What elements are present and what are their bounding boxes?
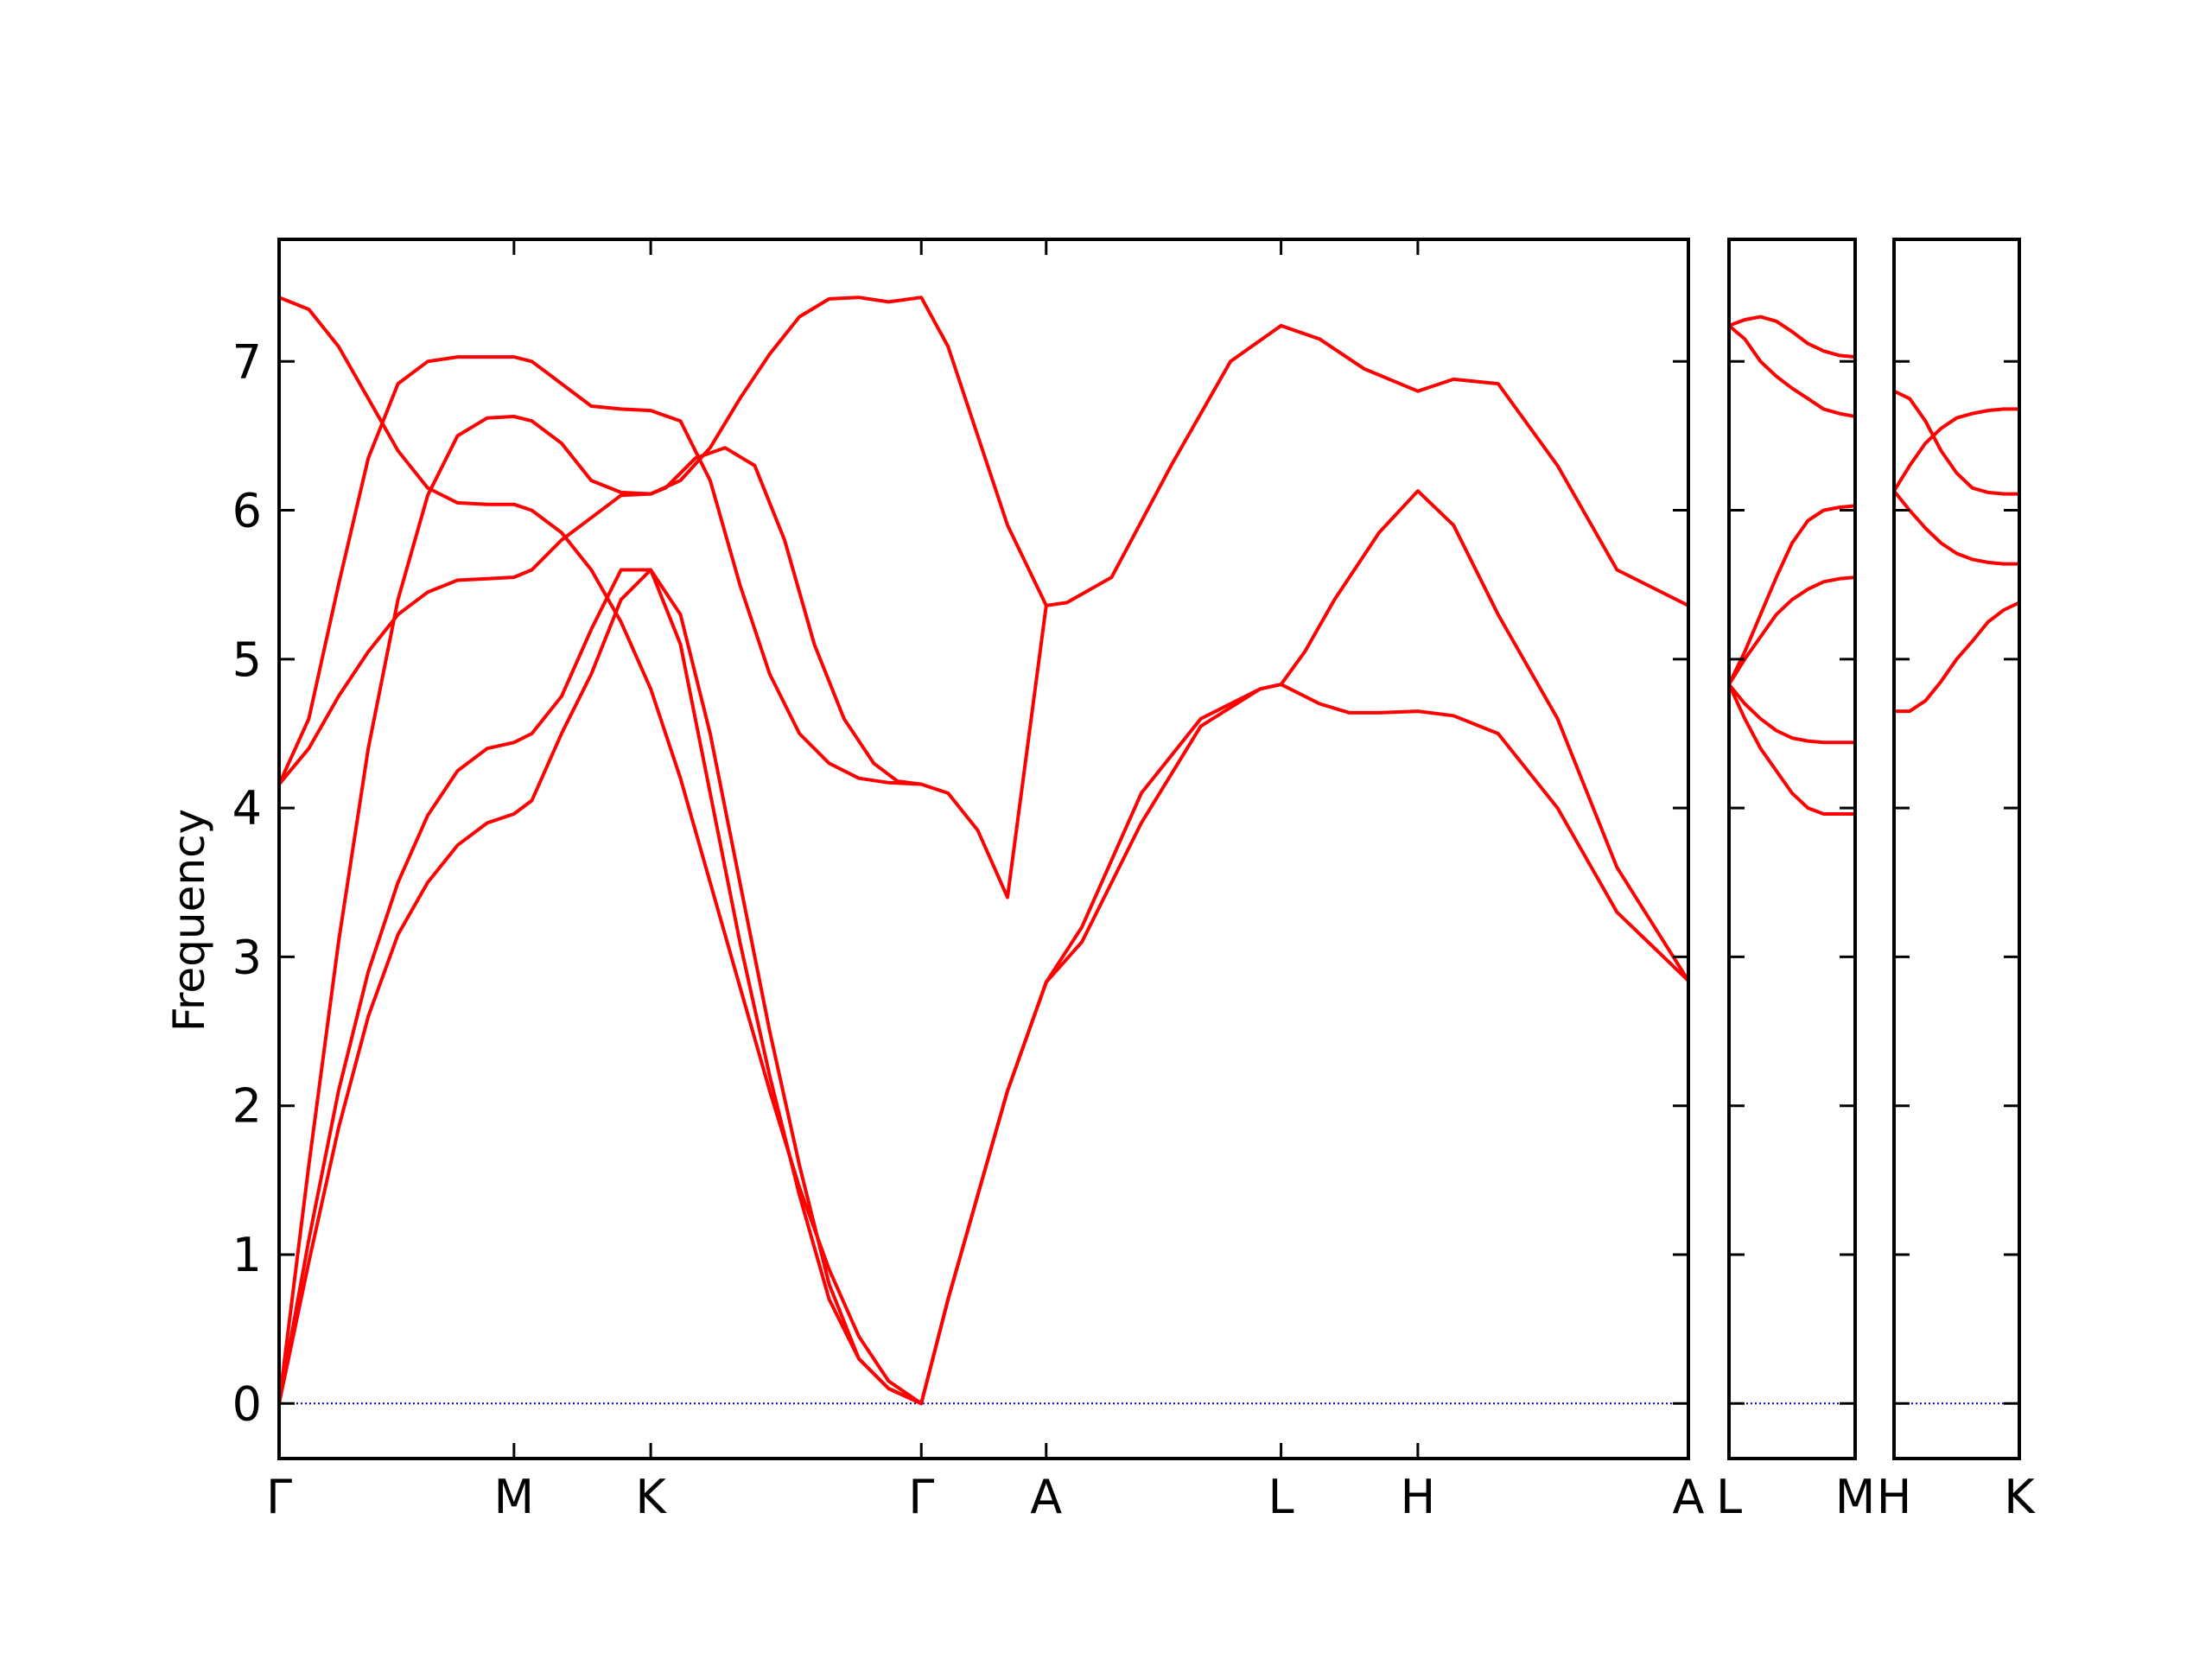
y-tick-label: 2 <box>232 1079 262 1134</box>
band-line-1 <box>1894 601 2019 714</box>
band-line-2 <box>279 489 1688 1406</box>
y-tick-label: 5 <box>232 632 262 687</box>
band-line-6 <box>279 296 924 1406</box>
band-line-2 <box>1894 489 2019 566</box>
panel-frame <box>1727 238 1857 1460</box>
band-line-4 <box>1729 504 1855 687</box>
band-line-4 <box>279 296 1048 786</box>
y-tick-label: 7 <box>232 334 262 389</box>
x-tick-label: Γ <box>266 1470 292 1524</box>
band-line-1 <box>1729 683 1855 816</box>
band-line-3 <box>1894 407 2019 493</box>
y-axis-label: Frequency <box>164 809 214 1032</box>
x-tick-label: H <box>1401 1470 1436 1524</box>
bands-group <box>1729 315 1855 816</box>
x-tick-label: A <box>1673 1470 1705 1524</box>
y-tick-label: 6 <box>232 484 262 538</box>
panel-1: 0 1 2 3 4 5 6 7 Γ M K Γ A L H A <box>232 238 1705 1524</box>
x-tick-label: M <box>1835 1470 1876 1524</box>
x-tick-label: K <box>2004 1470 2036 1524</box>
band-line-5 <box>279 355 924 786</box>
x-tick-label: A <box>1030 1470 1062 1524</box>
x-tick-label: M <box>494 1470 535 1524</box>
y-tick-label: 4 <box>232 781 262 836</box>
band-line-6 <box>1729 315 1855 359</box>
x-tick-label: Γ <box>908 1470 934 1524</box>
x-tick-label: H <box>1877 1470 1912 1524</box>
band-line-2 <box>1729 683 1855 745</box>
bands-group <box>279 296 1688 1406</box>
y-tick-label: 0 <box>232 1376 262 1431</box>
x-tick-label: K <box>635 1470 667 1524</box>
bands-group <box>1894 389 2019 714</box>
x-tick-label: L <box>1716 1470 1742 1524</box>
band-line-5 <box>1729 323 1855 418</box>
band-line-4 <box>1894 389 2019 496</box>
panel-frame <box>1892 238 2021 1460</box>
panel-frame <box>277 238 1690 1460</box>
y-tick-label: 1 <box>232 1228 262 1282</box>
band-line-1 <box>279 568 1688 1406</box>
x-tick-label: L <box>1268 1470 1294 1524</box>
band-line-3 <box>279 323 1688 1406</box>
band-line-3 <box>1729 575 1855 687</box>
y-tick-label: 3 <box>232 930 262 984</box>
